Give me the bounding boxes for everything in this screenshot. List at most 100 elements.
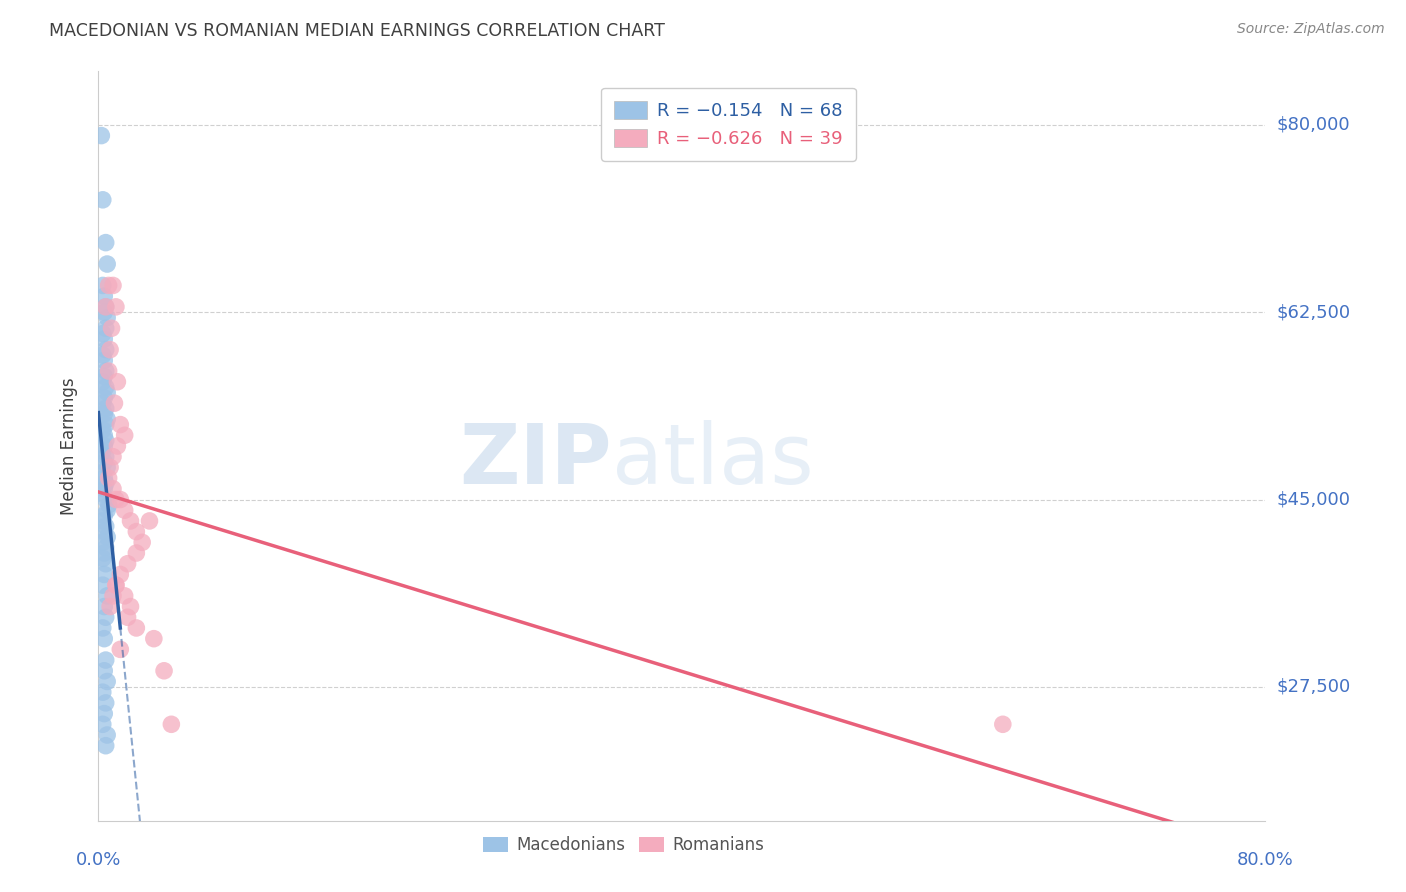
Point (125, 524, 148, 539)
Point (96, 503, 118, 517)
Point (101, 450, 124, 464)
Text: $80,000: $80,000 (1277, 116, 1350, 134)
Point (96, 310, 118, 325)
Point (94, 300, 117, 314)
Point (104, 492, 127, 507)
Point (93, 546, 115, 560)
Point (91, 551, 114, 566)
Point (93, 332, 115, 346)
Point (98, 343, 121, 357)
Point (91, 193, 114, 207)
Text: $45,000: $45,000 (1277, 491, 1351, 508)
Point (94, 401, 117, 416)
Point (94, 541, 117, 555)
Point (114, 503, 136, 517)
Point (94, 557, 117, 571)
Point (94, 476, 117, 491)
Point (91, 487, 114, 501)
Point (94, 343, 117, 357)
Point (94, 417, 117, 432)
Point (117, 557, 139, 571)
Point (91, 717, 114, 731)
Point (94, 364, 117, 378)
Point (93, 706, 115, 721)
Point (93, 439, 115, 453)
Point (110, 492, 132, 507)
Point (104, 578, 127, 592)
Point (93, 289, 115, 303)
Point (94, 300, 117, 314)
Point (93, 664, 115, 678)
Point (120, 599, 142, 614)
Point (105, 439, 128, 453)
Point (97, 278, 120, 293)
Point (117, 610, 139, 624)
Point (94, 653, 117, 667)
Point (97, 498, 120, 512)
Point (125, 621, 148, 635)
Point (91, 535, 114, 549)
Point (91, 514, 114, 528)
Point (93, 599, 115, 614)
Point (125, 546, 148, 560)
Point (94, 380, 117, 394)
Point (991, 717, 1014, 731)
Point (153, 664, 176, 678)
Point (94, 450, 117, 464)
Point (94, 610, 117, 624)
Point (94, 434, 117, 448)
Point (93, 632, 115, 646)
Point (93, 391, 115, 405)
Point (142, 632, 165, 646)
Point (91, 326, 114, 341)
Point (100, 321, 122, 335)
Text: atlas: atlas (612, 420, 814, 501)
Text: ZIP: ZIP (460, 420, 612, 501)
Point (98, 599, 121, 614)
Point (94, 739, 117, 753)
Text: 80.0%: 80.0% (1237, 851, 1294, 869)
Point (110, 567, 132, 582)
Point (94, 519, 117, 533)
Point (114, 589, 136, 603)
Point (93, 305, 115, 319)
Y-axis label: Median Earnings: Median Earnings (59, 377, 77, 515)
Point (160, 717, 183, 731)
Point (91, 375, 114, 389)
Text: $27,500: $27,500 (1277, 678, 1351, 696)
Point (104, 578, 127, 592)
Point (94, 321, 117, 335)
Point (105, 375, 128, 389)
Point (93, 369, 115, 384)
Point (101, 278, 124, 293)
Point (96, 385, 118, 400)
Point (101, 482, 124, 496)
Point (110, 417, 132, 432)
Point (97, 364, 120, 378)
Text: $62,500: $62,500 (1277, 303, 1351, 321)
Point (104, 300, 127, 314)
Point (91, 278, 114, 293)
Point (93, 482, 115, 496)
Point (96, 257, 118, 271)
Point (91, 466, 114, 480)
Point (96, 728, 118, 742)
Point (94, 696, 117, 710)
Point (120, 514, 142, 528)
Point (93, 428, 115, 442)
Point (110, 642, 132, 657)
Point (91, 348, 114, 362)
Point (97, 471, 120, 485)
Point (91, 423, 114, 437)
Point (131, 535, 153, 549)
Point (93, 508, 115, 523)
Point (96, 674, 118, 689)
Point (91, 396, 114, 410)
Point (91, 444, 114, 458)
Text: Source: ZipAtlas.com: Source: ZipAtlas.com (1237, 22, 1385, 37)
Point (90, 128, 112, 143)
Point (96, 589, 118, 603)
Point (101, 589, 124, 603)
Point (96, 412, 118, 426)
Point (91, 578, 114, 592)
